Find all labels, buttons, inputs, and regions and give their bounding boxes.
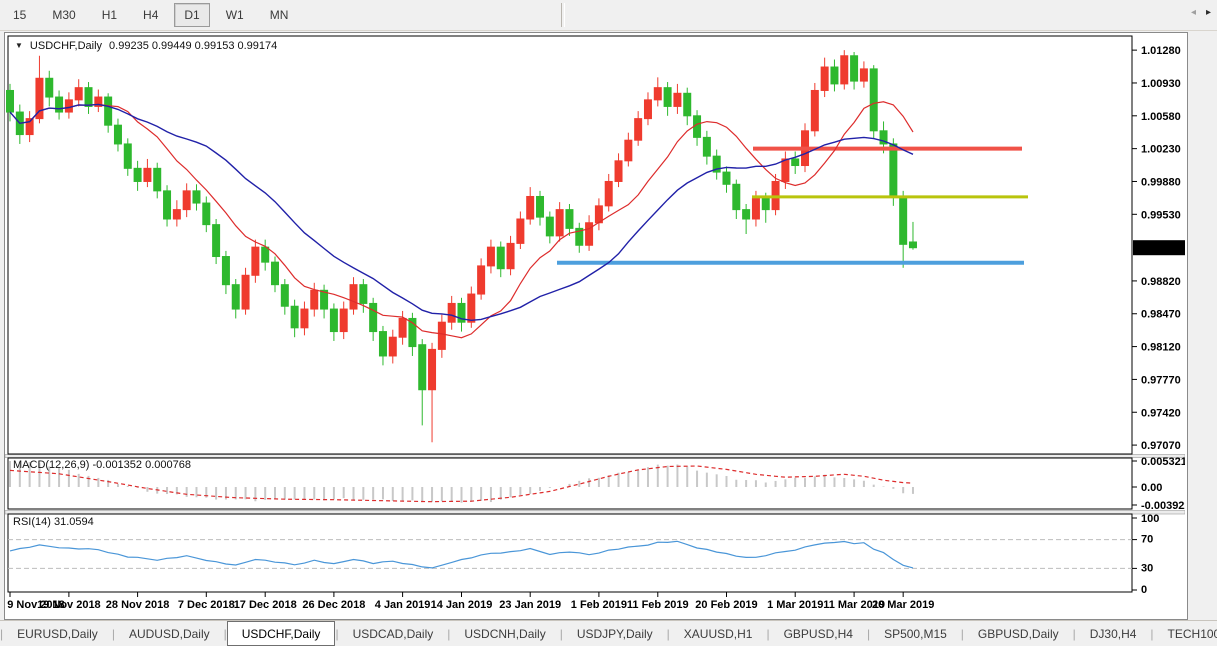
chart-tab[interactable]: AUDUSD,Daily [128, 626, 210, 641]
chart-tab[interactable]: USDCNH,Daily [464, 626, 546, 641]
svg-text:0: 0 [1141, 584, 1147, 596]
tab-separator: | [0, 626, 4, 641]
macd-signal-line [9, 465, 914, 503]
current-price-badge [1133, 240, 1185, 256]
svg-text:20 Mar 2019: 20 Mar 2019 [872, 599, 934, 611]
tab-separator: | [111, 626, 115, 641]
svg-text:1.00580: 1.00580 [1141, 111, 1181, 123]
macd-panel[interactable]: 0.005321 0.00 -0.003922 [9, 456, 1185, 512]
tab-separator: | [766, 626, 770, 641]
svg-text:28 Nov 2018: 28 Nov 2018 [106, 599, 170, 611]
svg-text:23 Jan 2019: 23 Jan 2019 [499, 599, 561, 611]
chart-tab[interactable]: XAUUSD,H1 [683, 626, 753, 641]
svg-text:20 Feb 2019: 20 Feb 2019 [695, 599, 757, 611]
chart-tab-bar: | EURUSD,Daily | AUDUSD,Daily | USDCHF,Daily |… [0, 620, 1217, 646]
svg-text:1.00930: 1.00930 [1141, 78, 1181, 90]
svg-text:0.99530: 0.99530 [1141, 209, 1181, 221]
panel-frames [7, 35, 1133, 593]
tab-separator: | [1150, 626, 1154, 641]
ma-slow-line [9, 103, 914, 322]
svg-text:19 Nov 2018: 19 Nov 2018 [37, 599, 101, 611]
tab-separator: | [960, 626, 964, 641]
timeframe-button-w1[interactable]: W1 [225, 8, 244, 22]
svg-text:0.005321: 0.005321 [1141, 456, 1185, 468]
tab-separator: | [223, 626, 227, 641]
chart-tab[interactable]: GBPUSD,Daily [977, 626, 1059, 641]
price-axis[interactable]: 1.01280 1.00930 1.00580 1.00230 0.99880 0.995… [1132, 45, 1185, 452]
timeframe-button-h4[interactable]: H4 [143, 8, 159, 22]
svg-text:4 Jan 2019: 4 Jan 2019 [375, 599, 431, 611]
tab-separator: | [559, 626, 563, 641]
svg-text:14 Jan 2019: 14 Jan 2019 [431, 599, 493, 611]
svg-text:0.99880: 0.99880 [1141, 176, 1181, 188]
svg-text:1 Mar 2019: 1 Mar 2019 [767, 599, 823, 611]
rsi-line [9, 540, 914, 569]
tab-separator: | [666, 626, 670, 641]
tab-scroll-right-icon[interactable]: ▸ [1205, 7, 1211, 18]
chart-tab[interactable]: USDCAD,Daily [352, 626, 434, 641]
moving-averages [9, 101, 914, 339]
tab-separator: | [447, 626, 451, 641]
chart-tab[interactable]: SP500,M15 [884, 626, 947, 641]
svg-text:30: 30 [1141, 562, 1153, 574]
chart-tab[interactable]: USDJPY,Daily [576, 626, 653, 641]
rsi-panel[interactable]: 100 70 30 0 [8, 513, 1159, 596]
svg-text:7 Dec 2018: 7 Dec 2018 [178, 599, 235, 611]
svg-text:-0.003922: -0.003922 [1141, 500, 1185, 512]
chart-tab[interactable]: TECH100,H1 [1167, 626, 1217, 641]
timeframe-toolbar: 15 M30 H1 H4 D1 W1 MN [0, 0, 1217, 31]
current-price-label: 0.99174 [1137, 243, 1178, 255]
candlestick-series[interactable] [6, 50, 917, 443]
timeframe-button-d1[interactable]: D1 [174, 3, 210, 27]
tab-separator: | [866, 626, 871, 641]
svg-text:0.97070: 0.97070 [1141, 440, 1181, 452]
chart-canvas[interactable]: 1.01280 1.00930 1.00580 1.00230 0.99880 0.995… [5, 33, 1185, 617]
toolbar-separator [561, 3, 566, 27]
svg-text:26 Dec 2018: 26 Dec 2018 [302, 599, 365, 611]
svg-text:0.98820: 0.98820 [1141, 276, 1181, 288]
svg-text:1.00230: 1.00230 [1141, 144, 1181, 156]
tab-separator: | [1072, 626, 1076, 641]
tab-separator: | [335, 626, 339, 641]
timeframe-button-15[interactable]: 15 [13, 8, 27, 22]
svg-text:0.00: 0.00 [1141, 482, 1162, 494]
svg-text:70: 70 [1141, 534, 1153, 546]
svg-text:0.97420: 0.97420 [1141, 407, 1181, 419]
svg-text:1.01280: 1.01280 [1141, 45, 1181, 57]
timeframe-button-h1[interactable]: H1 [101, 8, 118, 22]
svg-text:11 Mar 2019: 11 Mar 2019 [823, 599, 885, 611]
chart-tab[interactable]: EURUSD,Daily [17, 626, 98, 641]
timeframe-button-m30[interactable]: M30 [52, 8, 76, 22]
chart-window: 1.01280 1.00930 1.00580 1.00230 0.99880 0.995… [4, 32, 1188, 620]
svg-text:11 Feb 2019: 11 Feb 2019 [627, 599, 689, 611]
timeframe-button-mn[interactable]: MN [269, 8, 289, 22]
chart-tab[interactable]: DJ30,H4 [1089, 626, 1137, 641]
svg-text:17 Dec 2018: 17 Dec 2018 [234, 599, 297, 611]
svg-text:0.98470: 0.98470 [1141, 309, 1181, 321]
svg-text:100: 100 [1141, 513, 1159, 525]
svg-text:0.98120: 0.98120 [1141, 342, 1181, 354]
svg-text:9 Nov 2018: 9 Nov 2018 [7, 599, 64, 611]
chart-tab[interactable]: USDCHF,Daily [226, 621, 336, 646]
tab-scroll-left-icon[interactable]: ◂ [1190, 7, 1196, 18]
horizontal-lines[interactable] [557, 146, 1028, 265]
svg-text:1 Feb 2019: 1 Feb 2019 [571, 599, 627, 611]
chart-tab[interactable]: GBPUSD,H4 [783, 626, 853, 641]
svg-text:0.97770: 0.97770 [1141, 374, 1181, 386]
tab-scroll-arrows: ◂ ▸ [1184, 0, 1211, 25]
